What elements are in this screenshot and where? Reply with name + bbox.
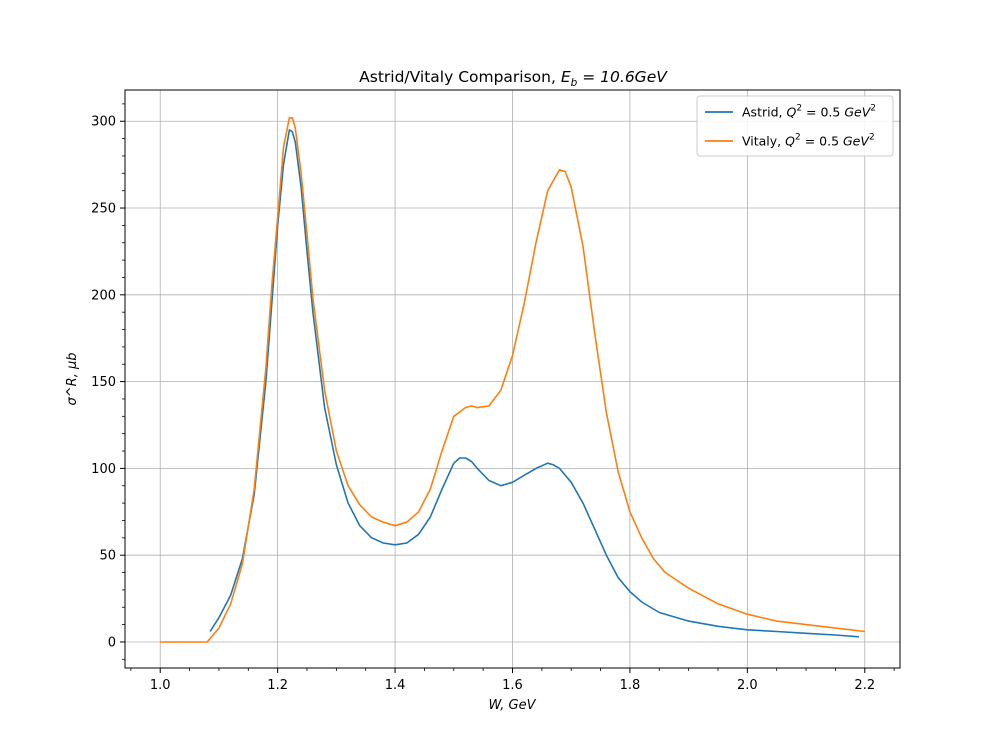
- x-tick-label: 1.6: [502, 678, 523, 693]
- x-tick-label: 1.4: [385, 678, 406, 693]
- x-tick-label: 2.2: [854, 678, 875, 693]
- x-tick-label: 1.0: [150, 678, 171, 693]
- x-tick-label: 1.2: [267, 678, 288, 693]
- series-layer: [160, 117, 865, 643]
- series-line-vitaly: [160, 117, 865, 643]
- y-tick-label: 300: [91, 115, 116, 130]
- x-tick-label: 2.0: [737, 678, 758, 693]
- x-axis-label: W, GeV: [488, 698, 536, 713]
- y-tick-label: 200: [91, 288, 116, 303]
- legend-box: [696, 95, 894, 157]
- y-tick-label: 50: [99, 549, 116, 564]
- series-line-astrid: [209, 129, 859, 638]
- legend: Astrid, Q2 = 0.5 GeV2 Vitaly, Q2 = 0.5 Ge…: [696, 95, 894, 157]
- x-tick-label: 1.8: [620, 678, 641, 693]
- y-tick-label: 100: [91, 462, 116, 477]
- chart-title: Astrid/Vitaly Comparison, Eb = 10.6GeV: [359, 68, 668, 89]
- grid: [125, 90, 900, 668]
- legend-label-astrid: Astrid, Q2 = 0.5 GeV2: [742, 104, 876, 120]
- y-axis-ticks: 0 50 100 150 200 250 300: [91, 103, 125, 660]
- y-tick-label: 150: [91, 375, 116, 390]
- x-axis-ticks: 1.0 1.2 1.4 1.6 1.8 2.0 2.2: [130, 668, 895, 693]
- y-axis-label: σ^R, μb: [65, 353, 80, 406]
- y-tick-label: 0: [108, 635, 116, 650]
- y-tick-label: 250: [91, 202, 116, 217]
- legend-label-vitaly: Vitaly, Q2 = 0.5 GeV2: [742, 133, 875, 149]
